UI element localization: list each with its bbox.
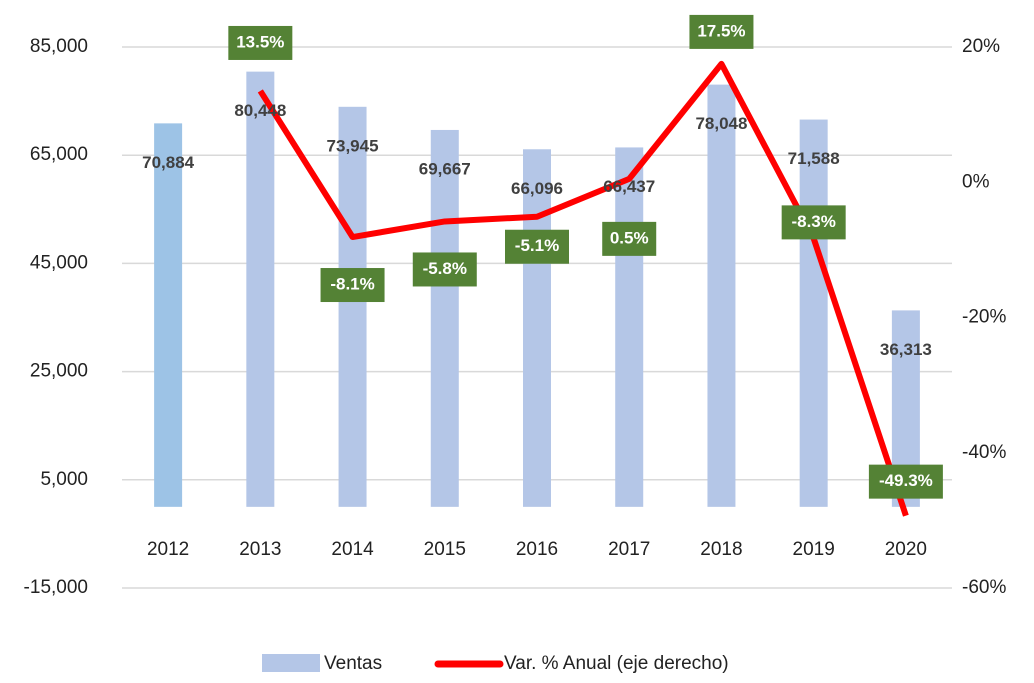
line-label-box <box>602 221 657 256</box>
y-tick-label: 5,000 <box>40 469 88 490</box>
y-tick-label: 25,000 <box>30 361 88 382</box>
bar-value-label: 80,448 <box>234 101 286 120</box>
x-tick-label: 2020 <box>885 539 927 560</box>
y2-tick-label: 0% <box>962 171 990 192</box>
line-label-box <box>320 268 385 303</box>
line-value-label: -8.3% <box>791 212 835 231</box>
legend-label: Ventas <box>324 653 382 674</box>
y2-tick-label: -20% <box>962 307 1006 328</box>
line-value-label: -49.3% <box>879 471 933 490</box>
x-tick-label: 2012 <box>147 539 189 560</box>
x-tick-label: 2013 <box>239 539 281 560</box>
y-tick-label: 65,000 <box>30 144 88 165</box>
bar <box>799 119 828 507</box>
bar-value-label: 78,048 <box>695 114 747 133</box>
x-tick-label: 2015 <box>424 539 466 560</box>
line-label-box <box>689 14 754 49</box>
bar <box>707 84 736 507</box>
line-value-label: 0.5% <box>610 228 649 247</box>
legend-swatch-bars <box>262 654 320 672</box>
y2-tick-label: 20% <box>962 36 1000 57</box>
y-tick-label: 85,000 <box>30 36 88 57</box>
bar-value-label: 36,313 <box>880 340 932 359</box>
bar <box>430 129 459 507</box>
y2-tick-label: -40% <box>962 442 1006 463</box>
x-tick-label: 2018 <box>700 539 742 560</box>
bar <box>154 123 183 507</box>
bar-value-label: 66,437 <box>603 177 655 196</box>
y2-tick-label: -60% <box>962 577 1006 598</box>
line-label-box <box>412 252 477 287</box>
legend-label: Var. % Anual (eje derecho) <box>504 653 729 674</box>
bar <box>338 106 367 507</box>
bar <box>523 149 551 507</box>
line-label-box <box>228 25 293 60</box>
line-value-label: -5.8% <box>423 259 467 278</box>
line-label-box <box>781 205 846 240</box>
line-value-label: 13.5% <box>236 32 284 51</box>
line-value-label: -8.1% <box>330 275 374 294</box>
x-tick-label: 2019 <box>793 539 835 560</box>
y-tick-label: -15,000 <box>24 577 88 598</box>
bar-value-label: 73,945 <box>327 136 379 155</box>
x-tick-label: 2017 <box>608 539 650 560</box>
line-value-label: -5.1% <box>515 236 559 255</box>
bar <box>246 71 275 507</box>
x-tick-label: 2014 <box>331 539 374 560</box>
y-tick-label: 45,000 <box>30 252 88 273</box>
bar-value-label: 70,884 <box>142 153 195 172</box>
line-label-box <box>868 464 943 499</box>
bar-value-label: 71,588 <box>788 149 840 168</box>
bar <box>615 147 644 507</box>
line-value-label: 17.5% <box>697 21 745 40</box>
bar-value-label: 69,667 <box>419 159 471 178</box>
x-tick-label: 2016 <box>516 539 558 560</box>
bar-value-label: 66,096 <box>511 179 563 198</box>
line-label-box <box>505 229 569 264</box>
